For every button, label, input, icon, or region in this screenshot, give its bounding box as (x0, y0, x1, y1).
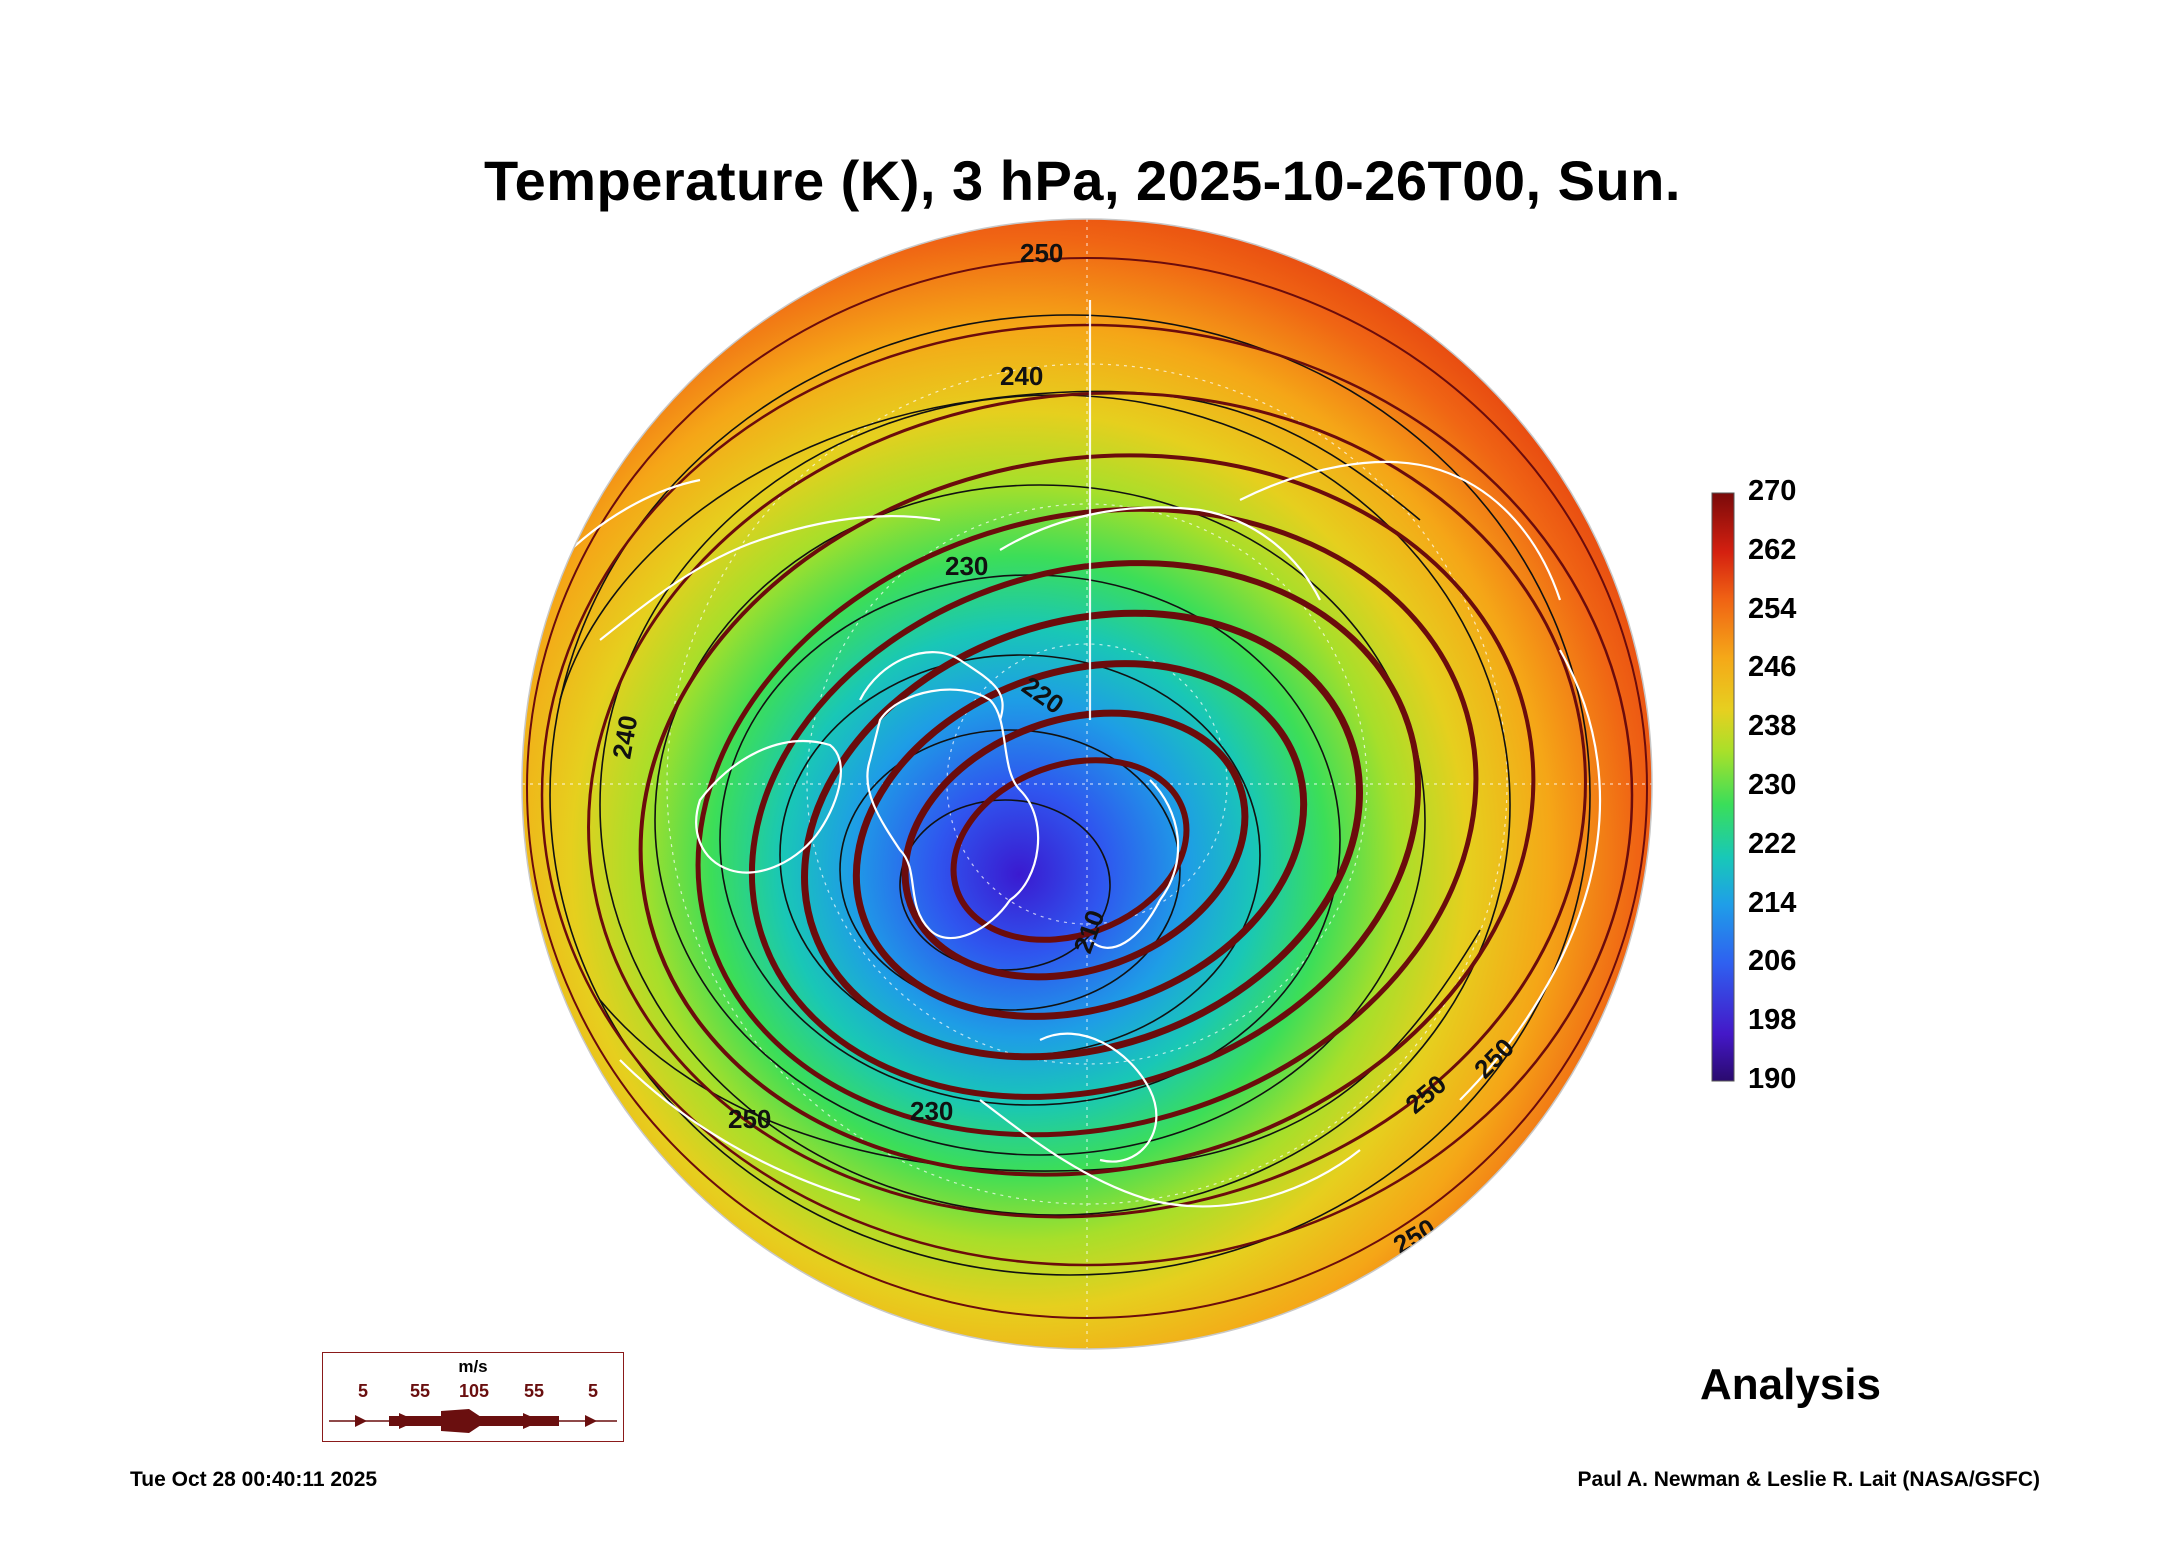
colorbar (1711, 492, 1735, 1082)
colorbar-tick-label: 230 (1748, 769, 1797, 801)
contour-label: 230 (945, 551, 988, 581)
timestamp: Tue Oct 28 00:40:11 2025 (130, 1468, 378, 1491)
analysis-label: Analysis (1700, 1360, 1881, 1409)
graticule (522, 219, 1652, 1349)
wind-legend: m/s 5 55 105 55 5 (322, 1352, 624, 1442)
contour-label: 230 (910, 1096, 953, 1126)
contour-label: 240 (1000, 361, 1043, 391)
contour-label: 250 (1020, 238, 1063, 268)
colorbar-tick-label: 254 (1748, 592, 1797, 625)
wind-legend-unit: m/s (458, 1357, 488, 1376)
colorbar-tick-label: 270 (1748, 475, 1797, 507)
colorbar-tick-label: 190 (1748, 1063, 1797, 1095)
wind-streamlines (526, 257, 1648, 1319)
colorbar-tick-label: 222 (1748, 827, 1797, 860)
colorbar-tick-label: 206 (1748, 945, 1797, 978)
wind-legend-value: 5 (357, 1381, 369, 1401)
colorbar-tick-label: 262 (1748, 533, 1797, 566)
coastlines (559, 300, 1602, 1208)
colorbar-tick-label: 238 (1748, 710, 1797, 743)
wind-legend-value: 105 (458, 1381, 490, 1401)
wind-legend-value: 55 (523, 1381, 545, 1401)
wind-legend-value: 55 (409, 1381, 431, 1401)
credit: Paul A. Newman & Leslie R. Lait (NASA/GS… (1577, 1468, 2040, 1491)
colorbar-tick-label: 246 (1748, 651, 1797, 684)
colorbar-tick-label: 198 (1748, 1004, 1797, 1037)
wind-legend-arrow (329, 1409, 617, 1433)
plot-title: Temperature (K), 3 hPa, 2025-10-26T00, S… (484, 149, 1681, 212)
contour-label: 250 (728, 1104, 771, 1134)
colorbar-tick-label: 214 (1748, 886, 1797, 919)
wind-legend-value: 5 (587, 1381, 599, 1401)
contour-label: 240 (606, 713, 643, 761)
